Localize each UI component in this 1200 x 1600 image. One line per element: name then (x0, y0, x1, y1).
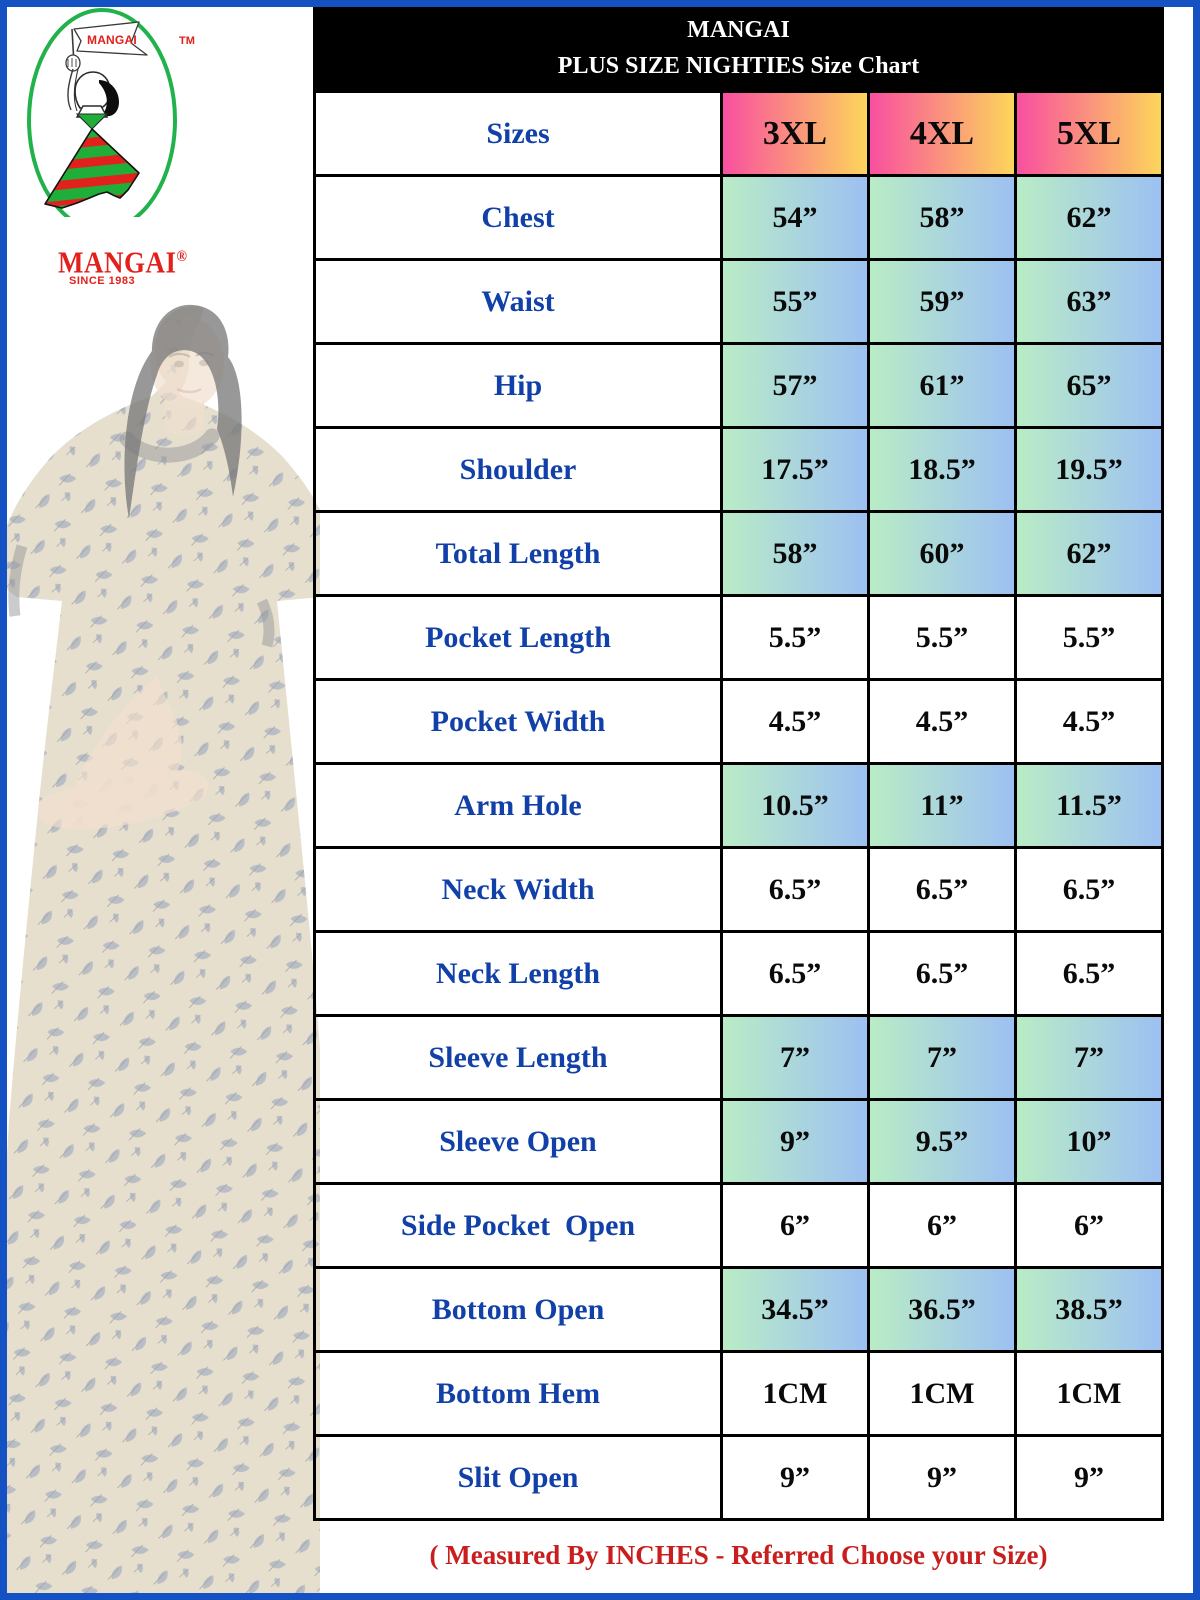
svg-text:TM: TM (179, 35, 195, 47)
svg-text:MANGAI: MANGAI (87, 33, 137, 47)
